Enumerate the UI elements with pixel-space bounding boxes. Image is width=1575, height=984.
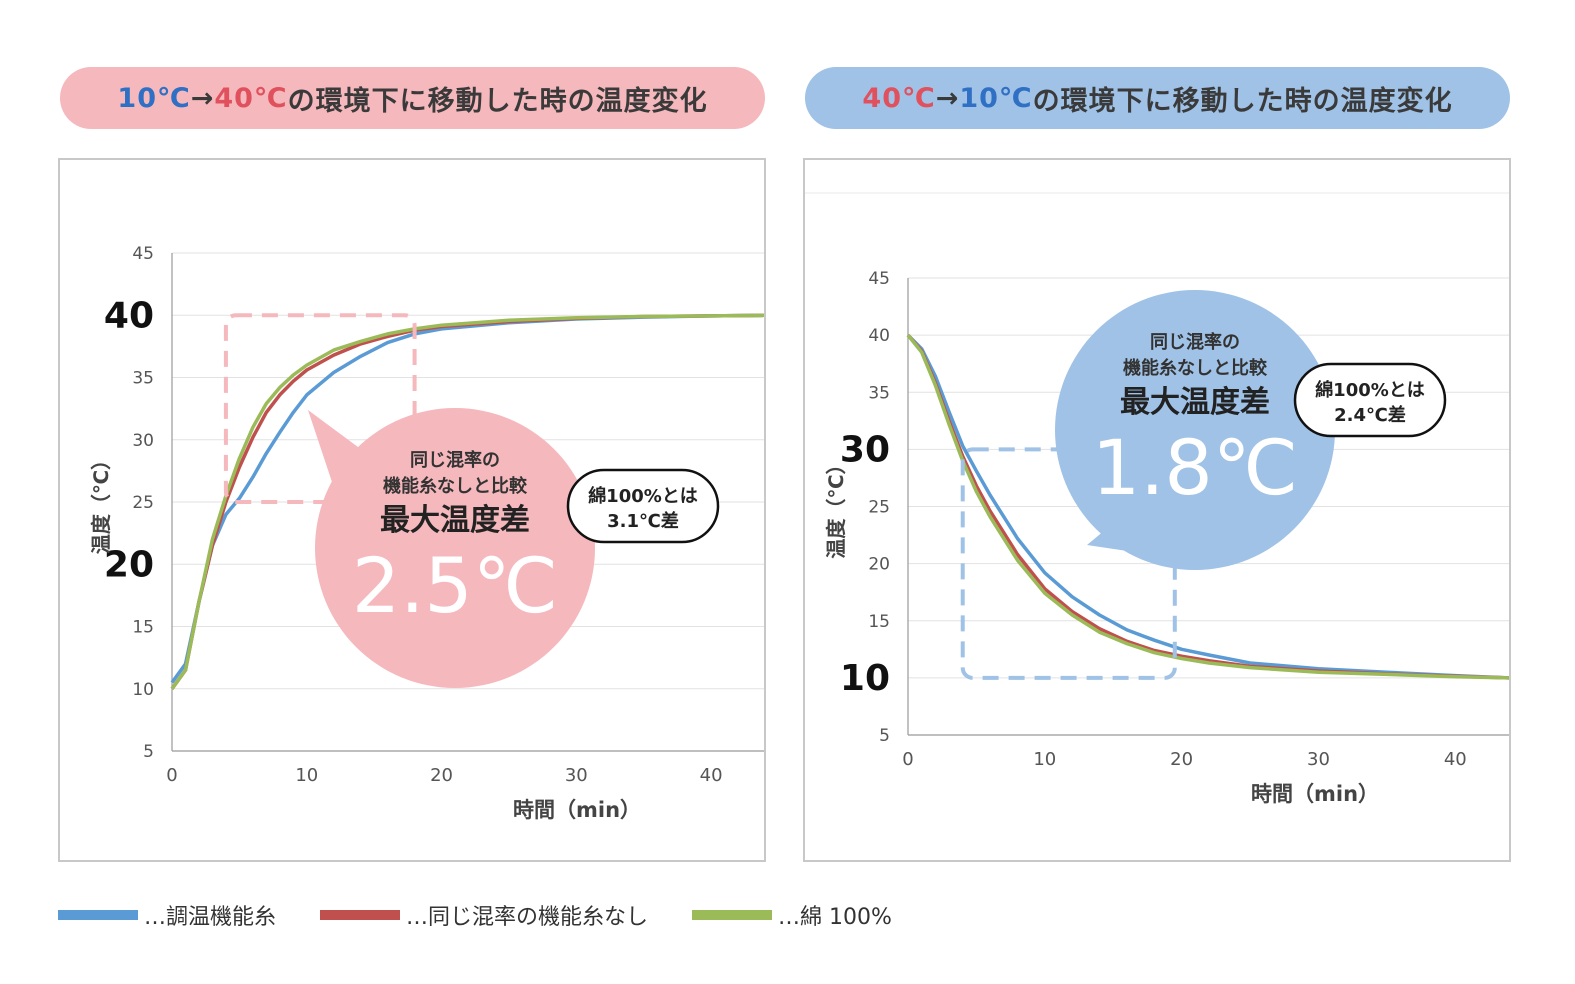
- callout-line1: 同じ混率の: [1150, 331, 1240, 353]
- x-tick-label: 0: [166, 765, 177, 786]
- y-tick-label: 45: [132, 244, 154, 264]
- x-tick-label: 40: [700, 765, 723, 786]
- y-tick-label: 35: [868, 383, 890, 403]
- y-tick-label: 15: [868, 612, 890, 632]
- x-tick-label: 10: [1033, 749, 1056, 770]
- x-axis-title: 時間（min）: [1251, 782, 1379, 806]
- chart-cooling: 5 10 15 20 25 30 35 40 45 0 10 20 30 40 時間（min） 温度（℃） 同じ…: [805, 192, 1511, 806]
- y-tick-label: 35: [132, 369, 154, 389]
- note-bubble: [1293, 362, 1447, 438]
- banner-arrow: →: [935, 82, 960, 114]
- legend-label: …同じ混率の機能糸なし: [406, 905, 649, 930]
- y-tick-label: 10: [840, 658, 890, 699]
- y-tick-label: 30: [840, 429, 890, 470]
- y-tick-label: 25: [132, 493, 154, 513]
- note-line1: 綿100%とは: [588, 485, 698, 507]
- legend-swatch: [320, 910, 401, 920]
- callout-bubble: [1055, 290, 1335, 570]
- banner-to: 40℃: [214, 82, 288, 114]
- banner-from: 40℃: [862, 82, 936, 114]
- title-banner-left: 10℃ → 40℃ の環境下に移動した時の温度変化: [60, 67, 765, 129]
- note-line1: 綿100%とは: [1315, 379, 1425, 401]
- y-axis-title: 温度（℃）: [89, 450, 113, 554]
- series-line-1: [906, 333, 1511, 680]
- callout-value: 1.8℃: [1092, 423, 1298, 512]
- legend-item-functional-yarn: …調温機能糸: [58, 899, 276, 931]
- note-bubble: [566, 468, 720, 544]
- y-axis-title: 温度（℃）: [824, 454, 848, 558]
- highlight-box: [960, 447, 1177, 680]
- y-tick-label: 45: [868, 269, 890, 289]
- banner-rest: の環境下に移動した時の温度変化: [1032, 85, 1453, 117]
- x-tick-label: 30: [565, 765, 588, 786]
- legend-label: …綿 100%: [778, 905, 892, 930]
- banner-rest: の環境下に移動した時の温度変化: [287, 85, 708, 117]
- y-tick-label: 5: [143, 742, 154, 762]
- callout-line3: 最大温度差: [1120, 385, 1270, 420]
- series-line-3: [170, 313, 766, 690]
- x-tick-label: 40: [1444, 749, 1467, 770]
- y-tick-label: 40: [868, 326, 890, 346]
- x-tick-label: 30: [1307, 749, 1330, 770]
- y-tick-label: 15: [132, 618, 154, 638]
- x-tick-label: 20: [430, 765, 453, 786]
- x-tick-label: 0: [902, 749, 913, 770]
- chart-frame-left: 5 10 15 20 25 30 35 40 45 0 10 20 30 40 時間（min） 温度（℃） 同じ…: [58, 158, 766, 862]
- chart-heating: 5 10 15 20 25 30 35 40 45 0 10 20 30 40 時間（min） 温度（℃） 同じ…: [89, 244, 766, 822]
- y-tick-label: 40: [104, 295, 154, 336]
- note-line2: 3.1℃差: [607, 510, 679, 532]
- x-tick-label: 10: [295, 765, 318, 786]
- x-tick-label: 20: [1170, 749, 1193, 770]
- highlight-box: [223, 313, 417, 504]
- y-tick-label: 30: [132, 431, 154, 451]
- legend-item-no-functional-yarn: …同じ混率の機能糸なし: [320, 899, 648, 931]
- legend-label: …調温機能糸: [144, 905, 277, 930]
- y-tick-label: 5: [879, 726, 890, 746]
- banner-arrow: →: [190, 82, 215, 114]
- y-tick-label: 10: [132, 680, 154, 700]
- y-tick-label: 20: [104, 544, 154, 585]
- legend-swatch: [58, 910, 138, 920]
- callout-line2: 機能糸なしと比較: [383, 475, 528, 497]
- callout-value: 2.5℃: [352, 541, 558, 630]
- callout-line1: 同じ混率の: [410, 449, 500, 471]
- legend: …調温機能糸 …同じ混率の機能糸なし …綿 100%: [58, 898, 936, 932]
- chart-frame-right: 5 10 15 20 25 30 35 40 45 0 10 20 30 40 時間（min） 温度（℃） 同じ…: [803, 158, 1511, 862]
- title-banner-right: 40℃ → 10℃ の環境下に移動した時の温度変化: [805, 67, 1510, 129]
- legend-swatch: [692, 910, 773, 920]
- y-tick-label: 25: [868, 498, 890, 518]
- y-tick-label: 20: [868, 555, 890, 575]
- callout-line3: 最大温度差: [380, 503, 530, 538]
- note-line2: 2.4℃差: [1334, 404, 1406, 426]
- banner-from: 10℃: [117, 82, 191, 114]
- banner-to: 10℃: [959, 82, 1033, 114]
- callout-bubble: [315, 408, 595, 688]
- callout-line2: 機能糸なしと比較: [1123, 357, 1268, 379]
- series-line-3: [906, 334, 1511, 680]
- legend-item-cotton: …綿 100%: [692, 899, 892, 931]
- x-axis-title: 時間（min）: [513, 798, 641, 822]
